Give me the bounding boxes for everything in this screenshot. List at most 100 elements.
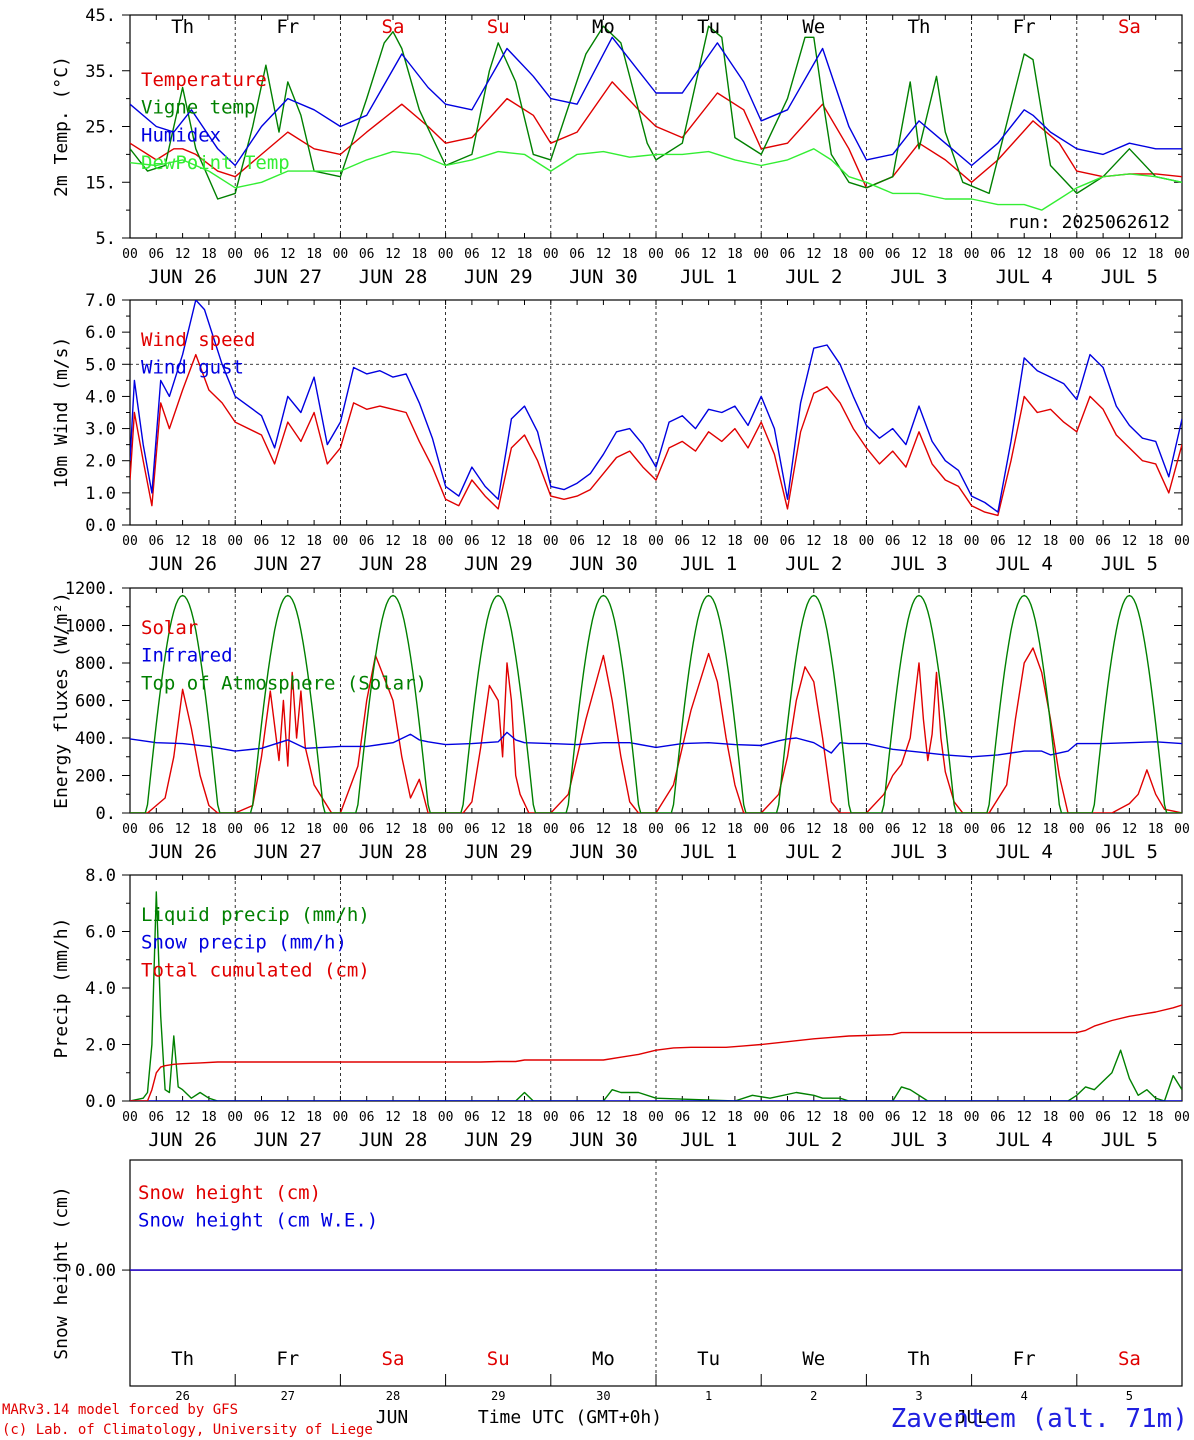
- weekday-label: Mo: [592, 1348, 615, 1370]
- x-hour-label: 06: [359, 534, 375, 549]
- x-hour-label: 00: [438, 822, 454, 837]
- x-hour-label: 06: [990, 1110, 1006, 1125]
- x-hour-label: 06: [464, 1110, 480, 1125]
- y-tick-label: 4.0: [85, 387, 116, 407]
- x-hour-label: 06: [780, 247, 796, 262]
- x-hour-label: 00: [122, 534, 138, 549]
- series-line-vigne-temp: [130, 25, 1182, 200]
- x-day-number: 3: [915, 1389, 922, 1403]
- x-hour-label: 18: [411, 534, 427, 549]
- x-day-label: JUN 28: [359, 553, 428, 575]
- x-hour-label: 00: [227, 1110, 243, 1125]
- x-day-label: JUL 5: [1101, 841, 1158, 863]
- x-hour-label: 00: [333, 822, 349, 837]
- x-hour-label: 06: [254, 822, 270, 837]
- y-tick-label: 1.0: [85, 484, 116, 504]
- weekday-label: Fr: [1013, 1348, 1036, 1370]
- series-group: [130, 25, 1182, 211]
- x-hour-label: 12: [175, 822, 191, 837]
- x-day-number: 4: [1021, 1389, 1028, 1403]
- x-day-label: JUN 29: [464, 841, 533, 863]
- legend-entry: Total cumulated (cm): [141, 959, 370, 981]
- legend-entry: Solar: [141, 617, 198, 639]
- x-hour-label: 00: [438, 247, 454, 262]
- x-day-label: JUL 4: [996, 266, 1053, 288]
- x-hour-label: 12: [1122, 534, 1138, 549]
- x-hour-label: 00: [964, 1110, 980, 1125]
- x-hour-label: 12: [1016, 534, 1032, 549]
- legend-entry: Snow height (cm): [138, 1182, 321, 1204]
- y-tick-label: 6.0: [85, 323, 116, 343]
- x-hour-label: 06: [885, 1110, 901, 1125]
- x-hour-label: 12: [911, 534, 927, 549]
- x-day-label: JUN 29: [464, 266, 533, 288]
- weekday-label: Tu: [697, 16, 720, 38]
- series-line-infrared: [130, 731, 1182, 758]
- x-hour-label: 18: [622, 1110, 638, 1125]
- plot-frame: [129, 587, 1183, 814]
- x-day-number: 30: [596, 1389, 610, 1403]
- x-hour-label: 00: [1174, 247, 1190, 262]
- x-hour-label: 00: [227, 822, 243, 837]
- x-hour-label: 06: [569, 1110, 585, 1125]
- x-day-number: 26: [175, 1389, 189, 1403]
- legend-entry: Snow precip (mm/h): [141, 932, 347, 954]
- x-day-label: JUL 2: [785, 266, 842, 288]
- y-tick-label: 8.0: [85, 866, 116, 886]
- x-day-label: JUN 30: [569, 1129, 638, 1151]
- x-hour-label: 12: [911, 822, 927, 837]
- x-hour-label: 06: [885, 822, 901, 837]
- x-hour-label: 06: [674, 1110, 690, 1125]
- x-hour-label: 00: [438, 534, 454, 549]
- x-hour-label: 00: [333, 247, 349, 262]
- x-hour-label: 06: [359, 247, 375, 262]
- x-hour-label: 12: [490, 1110, 506, 1125]
- x-hour-label: 12: [1016, 1110, 1032, 1125]
- x-hour-label: 00: [753, 1110, 769, 1125]
- x-day-label: JUL 2: [785, 841, 842, 863]
- station-label: Zaventem (alt. 71m): [891, 1404, 1188, 1434]
- x-hour-label: 18: [517, 1110, 533, 1125]
- x-hour-label: 00: [753, 822, 769, 837]
- meteogram-panels: 5. 15. 25. 35. 45. 2m Temp. (°C) Temperature Vi…: [51, 6, 1190, 1403]
- weekday-label: Fr: [276, 1348, 299, 1370]
- series-line-wind-speed: [130, 353, 1182, 517]
- legend-entry: Wind speed: [141, 329, 255, 351]
- y-tick-label: 7.0: [85, 291, 116, 311]
- x-hour-label: 18: [622, 247, 638, 262]
- x-hour-label: 12: [806, 822, 822, 837]
- x-hour-label: 18: [622, 822, 638, 837]
- time-axis-title: Time UTC (GMT+0h): [478, 1407, 662, 1428]
- x-hour-label: 18: [201, 247, 217, 262]
- x-hour-label: 06: [254, 534, 270, 549]
- x-hour-label: 06: [148, 534, 164, 549]
- series-line-solar: [130, 647, 1182, 813]
- x-day-label: JUL 1: [680, 1129, 737, 1151]
- x-hour-label: 00: [227, 534, 243, 549]
- x-hour-label: 06: [674, 247, 690, 262]
- y-tick-label: 2.0: [85, 1036, 116, 1056]
- y-tick-label: 45.: [85, 6, 116, 26]
- x-hour-label: 00: [859, 1110, 875, 1125]
- x-day-label: JUL 3: [890, 1129, 947, 1151]
- weekday-label: Su: [487, 1348, 510, 1370]
- x-hour-label: 06: [990, 534, 1006, 549]
- weekday-label: Th: [171, 1348, 194, 1370]
- panel-4: 0.0 2.0 4.0 6.0 8.0 Precip (mm/h) Liquid preci…: [51, 866, 1190, 1151]
- x-hour-label: 06: [1095, 247, 1111, 262]
- weekday-label: Fr: [276, 16, 299, 38]
- x-day-number: 29: [491, 1389, 505, 1403]
- weekday-label: We: [802, 1348, 825, 1370]
- x-day-label: JUL 2: [785, 1129, 842, 1151]
- series-line-dewpoint-temp: [130, 148, 1182, 211]
- weekday-label: Mo: [592, 16, 615, 38]
- x-hour-label: 00: [1174, 1110, 1190, 1125]
- x-hour-label: 12: [280, 534, 296, 549]
- y-tick-label: 1200.: [65, 579, 116, 599]
- month-label-jun: JUN: [376, 1407, 409, 1428]
- x-hour-label: 06: [464, 822, 480, 837]
- x-hour-label: 18: [832, 1110, 848, 1125]
- x-hour-label: 00: [964, 247, 980, 262]
- x-hour-label: 12: [701, 822, 717, 837]
- x-hour-label: 12: [806, 1110, 822, 1125]
